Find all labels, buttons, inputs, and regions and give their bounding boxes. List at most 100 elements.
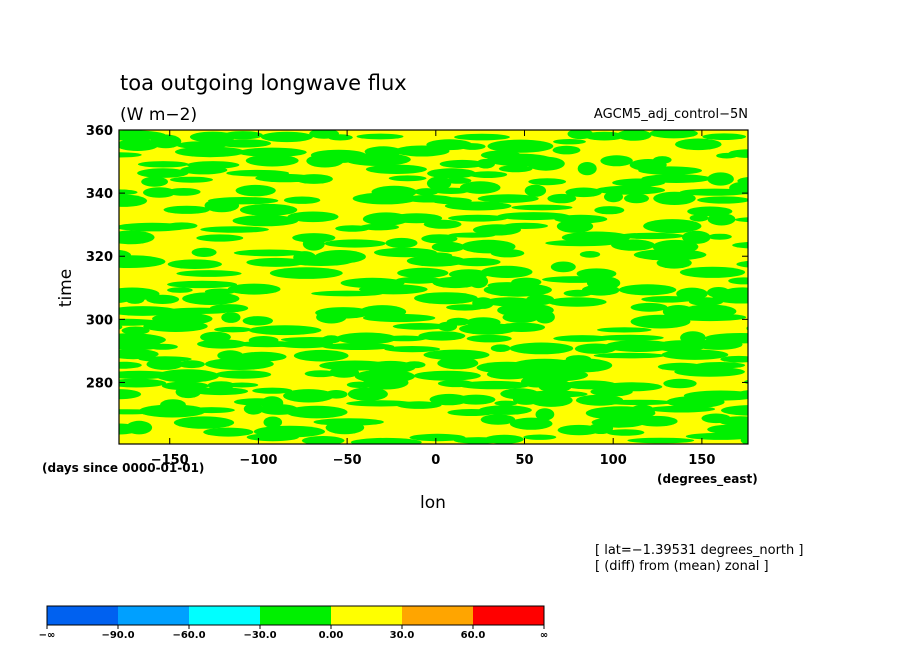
heatmap-cell [316, 310, 347, 324]
heatmap-cell [604, 191, 623, 203]
heatmap-cell [192, 387, 249, 396]
experiment-label: AGCM5_adj_control−5N [594, 107, 748, 122]
heatmap-cell [119, 230, 155, 245]
heatmap-cell [666, 396, 725, 408]
heatmap-cell [633, 249, 707, 261]
y-units-note: (days since 0000-01-01) [42, 461, 204, 475]
heatmap-cell [456, 394, 496, 405]
heatmap-cell [694, 339, 743, 350]
heatmap-cell [191, 247, 217, 257]
heatmap-cell [301, 436, 345, 444]
heatmap-cell [707, 424, 748, 435]
heatmap-cell [119, 138, 159, 151]
heatmap-cell [365, 164, 427, 174]
heatmap-cell [269, 267, 343, 279]
heatmap-cell [597, 327, 652, 333]
colorbar-label: −∞ [39, 630, 56, 641]
colorbar-label: ∞ [540, 630, 548, 641]
x-axis-label: lon [420, 493, 446, 513]
heatmap-cell [197, 339, 247, 349]
heatmap-cell [147, 343, 178, 350]
heatmap-cell [746, 326, 748, 331]
heatmap-cell [182, 292, 240, 305]
heatmap-cell [119, 189, 138, 196]
heatmap-cell [689, 214, 709, 222]
heatmap-cell [233, 249, 306, 257]
heatmap-cell [242, 316, 273, 326]
heatmap-cell [426, 176, 452, 191]
heatmap-cell [204, 198, 240, 213]
heatmap-cell [663, 378, 697, 389]
plot-area [90, 129, 775, 445]
heatmap-cell [453, 257, 501, 267]
heatmap-cell [245, 154, 299, 167]
heatmap-cell [728, 149, 748, 158]
heatmap-cell [119, 378, 167, 388]
heatmap-cell [196, 234, 244, 242]
heatmap-cell [729, 181, 748, 195]
heatmap-cell [478, 405, 532, 415]
y-tick-label: 300 [86, 313, 113, 328]
heatmap-cell [126, 420, 153, 435]
heatmap-cell [618, 284, 677, 296]
heatmap-cell [740, 435, 748, 444]
heatmap-cell [611, 239, 655, 251]
heatmap-cell [209, 304, 249, 313]
x-tick-label: −150 [151, 453, 189, 468]
heatmap-cell [643, 219, 702, 234]
heatmap-cell [525, 294, 555, 306]
heatmap-cell [498, 165, 533, 173]
heatmap-cell [511, 204, 573, 211]
y-tick-label: 340 [86, 187, 113, 202]
heatmap-cell [156, 369, 220, 383]
colorbar: −∞ −90.0 −60.0 −30.0 0.00 30.0 60.0 ∞ [39, 605, 548, 641]
heatmap-cell [141, 176, 169, 187]
x-tick-label: 100 [600, 453, 627, 468]
heatmap-cell [302, 237, 325, 251]
heatmap-cell [427, 168, 476, 179]
heatmap-cell [490, 249, 525, 258]
heatmap-cell [388, 175, 427, 182]
heatmap-cell [629, 404, 655, 419]
heatmap-cell [137, 161, 189, 168]
heatmap-cell [448, 214, 508, 222]
heatmap-cell [294, 174, 333, 184]
heatmap-cell [630, 302, 668, 312]
heatmap-cell [744, 379, 748, 385]
heatmap-field [90, 130, 775, 444]
heatmap-cell [437, 321, 458, 332]
heatmap-cell [252, 387, 293, 394]
heatmap-cell [322, 343, 395, 350]
x-tick-label: −50 [333, 453, 362, 468]
heatmap-cell [581, 284, 620, 296]
heatmap-cell [359, 223, 400, 231]
heatmap-cell [754, 276, 775, 288]
heatmap-cell [395, 276, 443, 284]
colorbar-swatch [260, 606, 331, 625]
chart-title: toa outgoing longwave flux [120, 71, 407, 95]
heatmap-cell [553, 358, 613, 373]
heatmap-cell [538, 379, 572, 393]
heatmap-cell [275, 340, 334, 349]
heatmap-cell [205, 358, 274, 370]
units-label: (W m−2) [120, 105, 197, 125]
heatmap-cell [221, 312, 241, 323]
heatmap-cell [150, 134, 182, 149]
heatmap-cell [480, 265, 533, 278]
heatmap-cell [347, 387, 388, 401]
heatmap-cell [459, 143, 486, 150]
heatmap-cell [138, 404, 206, 418]
heatmap-cell [497, 322, 546, 332]
heatmap-cell [445, 177, 472, 184]
heatmap-cell [414, 188, 439, 196]
heatmap-cell [728, 277, 748, 285]
heatmap-cell [225, 382, 259, 388]
heatmap-cell [207, 381, 235, 390]
heatmap-cell [223, 131, 263, 140]
info-line-lat: [ lat=−1.39531 degrees_north ] [595, 543, 803, 558]
heatmap-cell [90, 269, 118, 281]
heatmap-cell [175, 385, 201, 399]
heatmap-cell [483, 283, 552, 297]
heatmap-cell [502, 311, 540, 323]
